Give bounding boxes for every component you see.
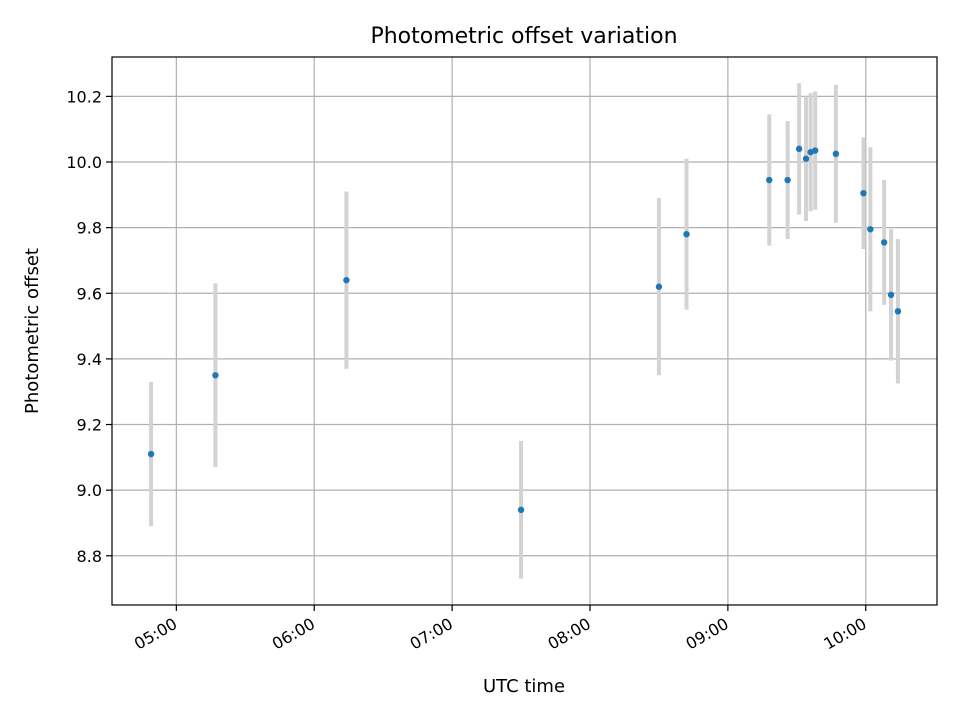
x-tick-label: 10:00 xyxy=(820,614,869,654)
data-point xyxy=(880,239,888,246)
y-tick-label: 9.6 xyxy=(77,284,102,303)
data-point xyxy=(867,226,874,233)
x-tick-label: 09:00 xyxy=(682,614,731,654)
data-point xyxy=(212,372,219,379)
y-tick-label: 8.8 xyxy=(77,547,102,566)
data-point xyxy=(832,150,840,158)
data-point xyxy=(860,189,867,197)
y-tick-label: 9.2 xyxy=(77,416,102,435)
x-tick-label: 05:00 xyxy=(131,614,180,654)
data-point xyxy=(655,283,663,290)
data-point xyxy=(812,147,819,154)
data-point xyxy=(683,230,690,238)
x-tick-label: 07:00 xyxy=(407,614,456,654)
y-tick-label: 9.4 xyxy=(77,350,102,369)
data-point xyxy=(147,450,155,458)
data-point xyxy=(766,176,773,184)
plot-frame xyxy=(111,56,938,606)
data-point xyxy=(802,155,810,162)
data-point xyxy=(784,176,791,184)
y-axis-label: Photometric offset xyxy=(22,248,43,414)
data-point xyxy=(887,291,895,299)
x-tick-label: 06:00 xyxy=(269,614,318,654)
x-tick-label: 08:00 xyxy=(545,614,594,654)
point-layer xyxy=(147,145,902,514)
data-point xyxy=(517,506,525,514)
y-tick-label: 10.0 xyxy=(66,153,102,172)
data-point xyxy=(795,145,803,153)
y-tick-label: 9.8 xyxy=(77,219,102,238)
y-tick-label: 10.2 xyxy=(66,87,102,106)
data-point xyxy=(343,276,350,284)
tick-layer: 05:00 06:00 07:00 08:00 09:00 10:00 8.8 9.0 9.2 9… xyxy=(66,87,869,653)
chart-title: Photometric offset variation xyxy=(370,24,677,49)
errorbar-layer xyxy=(149,83,900,579)
data-point xyxy=(894,308,902,315)
x-axis-label: UTC time xyxy=(483,676,565,697)
y-tick-label: 9.0 xyxy=(77,481,102,500)
